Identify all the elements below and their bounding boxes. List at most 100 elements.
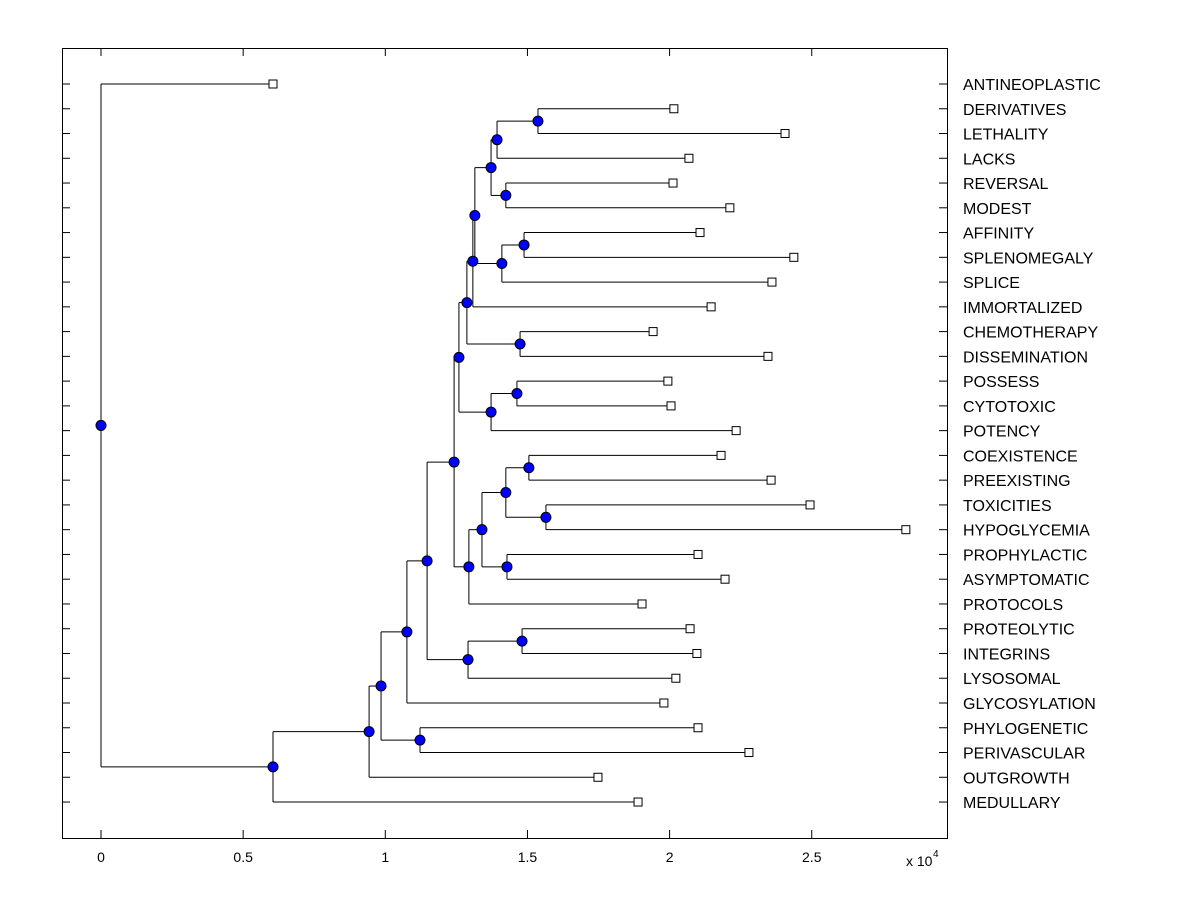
leaf-label: COEXISTENCE — [963, 448, 1078, 465]
x-multiplier-exponent: 4 — [933, 849, 939, 860]
leaf-node — [725, 203, 735, 213]
leaf-node — [695, 228, 705, 238]
leaf-node — [731, 426, 741, 436]
leaf-label: PHYLOGENETIC — [963, 721, 1088, 738]
merge-node — [453, 351, 465, 363]
leaf-node — [744, 748, 754, 758]
leaf-label: CYTOTOXIC — [963, 399, 1056, 416]
leaf-node — [706, 302, 716, 312]
leaf-label: PERIVASCULAR — [963, 746, 1085, 763]
leaf-label: IMMORTALIZED — [963, 300, 1082, 317]
merge-node — [363, 726, 375, 738]
merge-node — [500, 487, 512, 499]
merge-node — [462, 654, 474, 666]
merge-node — [540, 511, 552, 523]
leaf-label: TOXICITIES — [963, 498, 1052, 515]
leaf-label: LACKS — [963, 151, 1015, 168]
merge-node — [485, 162, 497, 174]
x-tick-label: 0 — [97, 849, 105, 865]
leaf-node — [780, 129, 790, 139]
leaf-node — [716, 450, 726, 460]
merge-node — [448, 456, 460, 468]
merge-node — [491, 134, 503, 146]
merge-node — [514, 338, 526, 350]
leaf-label: PROPHYLACTIC — [963, 547, 1087, 564]
leaf-node — [671, 673, 681, 683]
merge-node — [532, 115, 544, 127]
leaf-node — [684, 153, 694, 163]
leaf-node — [692, 648, 702, 658]
leaf-label: MEDULLARY — [963, 795, 1061, 812]
leaf-label: DERIVATIVES — [963, 102, 1066, 119]
merge-node — [95, 419, 107, 431]
leaf-label: ASYMPTOMATIC — [963, 572, 1090, 589]
merge-node — [469, 210, 481, 222]
leaf-node — [693, 549, 703, 559]
leaf-node — [805, 500, 815, 510]
leaf-node — [720, 574, 730, 584]
plot-frame — [62, 48, 948, 839]
leaf-node — [685, 624, 695, 634]
merge-node — [485, 406, 497, 418]
leaf-labels: ANTINEOPLASTIC DERIVATIVES LETHALITY LACKS R… — [963, 77, 1101, 812]
merge-node — [501, 561, 513, 573]
merge-node — [518, 239, 530, 251]
merge-node — [267, 761, 279, 773]
merge-node — [511, 388, 523, 399]
merge-node — [523, 462, 535, 474]
leaf-node — [767, 277, 777, 287]
x-multiplier-label: x 10 — [906, 853, 933, 869]
leaf-node — [637, 599, 647, 609]
merge-node — [421, 555, 433, 567]
merge-node — [500, 189, 512, 201]
leaf-node — [693, 723, 703, 733]
x-tick-label: 1.5 — [518, 849, 538, 865]
leaf-label: LETHALITY — [963, 127, 1049, 144]
leaf-label: POSSESS — [963, 374, 1039, 391]
x-tick-label: 0.5 — [233, 849, 253, 865]
leaf-label: REVERSAL — [963, 176, 1048, 193]
merge-node — [375, 680, 387, 692]
merge-node — [467, 255, 479, 267]
x-tick-label: 1 — [381, 849, 389, 865]
merge-node — [461, 297, 473, 309]
leaf-label: SPLENOMEGALY — [963, 250, 1094, 267]
leaf-label: PROTEOLYTIC — [963, 622, 1075, 639]
leaf-node — [763, 351, 773, 361]
leaf-node — [666, 401, 676, 411]
leaf-label: DISSEMINATION — [963, 349, 1088, 366]
leaf-node — [669, 104, 679, 114]
leaf-label: LYSOSOMAL — [963, 671, 1061, 688]
leaf-node — [268, 79, 278, 89]
merge-node — [476, 524, 488, 536]
leaf-node — [633, 797, 643, 807]
merge-node — [496, 258, 508, 270]
leaf-node — [593, 772, 603, 782]
leaf-node — [901, 525, 911, 535]
x-tick-label: 2 — [666, 849, 674, 865]
merge-node — [401, 626, 413, 638]
merge-node — [516, 635, 528, 647]
leaf-node — [789, 252, 799, 262]
leaf-label: HYPOGLYCEMIA — [963, 523, 1090, 540]
leaf-label: INTEGRINS — [963, 646, 1050, 663]
x-tick-label: 2.5 — [802, 849, 822, 865]
merge-node — [463, 561, 475, 573]
leaf-label: PROTOCOLS — [963, 597, 1063, 614]
leaf-node — [766, 475, 776, 485]
leaf-label: SPLICE — [963, 275, 1020, 292]
tree-markers — [95, 79, 911, 807]
leaf-node — [659, 698, 669, 708]
leaf-node — [663, 376, 673, 386]
leaf-node — [648, 327, 658, 337]
leaf-label: PREEXISTING — [963, 473, 1071, 490]
leaf-label: MODEST — [963, 201, 1032, 218]
leaf-label: ANTINEOPLASTIC — [963, 77, 1101, 94]
leaf-node — [668, 178, 678, 188]
leaf-label: CHEMOTHERAPY — [963, 325, 1098, 342]
leaf-label: OUTGROWTH — [963, 770, 1070, 787]
leaf-label: GLYCOSYLATION — [963, 696, 1096, 713]
leaf-label: AFFINITY — [963, 226, 1034, 243]
axis-ticks: 0 0.5 1 1.5 2 2.5 — [62, 48, 947, 865]
